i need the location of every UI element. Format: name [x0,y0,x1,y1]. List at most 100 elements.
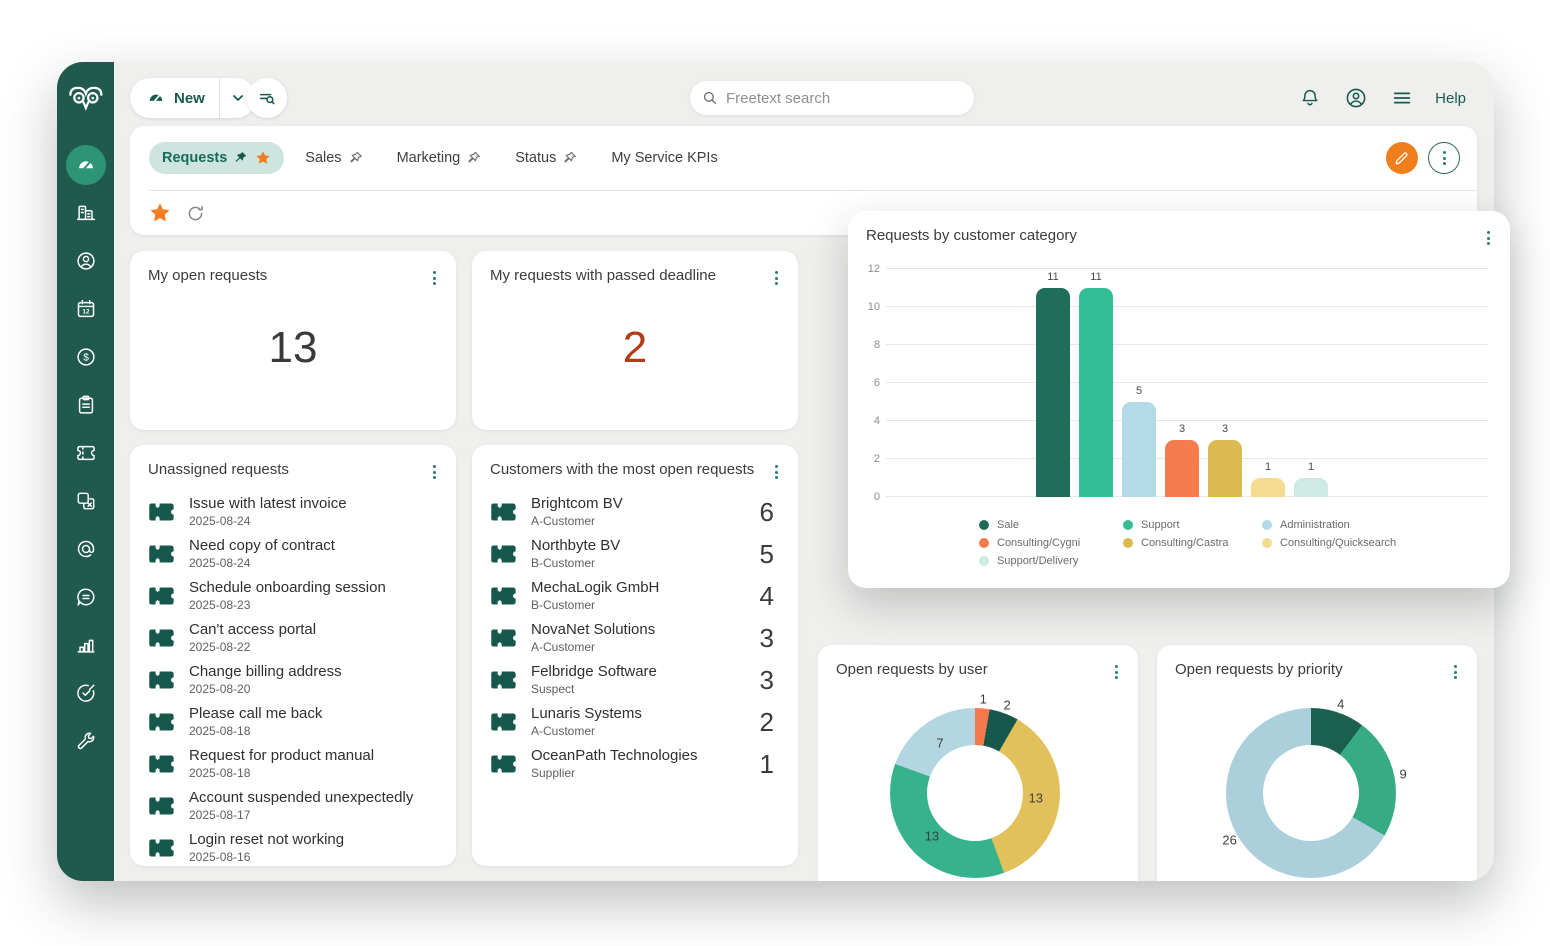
item-title: OceanPath Technologies [531,747,698,765]
gridline [886,420,1488,421]
tab-options-button[interactable] [1428,142,1460,174]
legend-item[interactable]: Support/Delivery [979,555,1123,567]
list-item[interactable]: Change billing address 2025-08-20 [148,659,442,701]
pencil-icon [1395,152,1408,165]
list-item[interactable]: Login reset not working 2025-08-16 [148,827,442,869]
tab-requests[interactable]: Requests [149,142,285,174]
bar-support-delivery[interactable] [1294,478,1328,497]
y-axis-tick-label: 2 [873,453,880,465]
refresh-icon[interactable] [185,203,206,224]
list-item[interactable]: Northbyte BV B-Customer 5 [490,533,784,575]
kebab-menu-icon[interactable] [427,461,442,483]
bar-support[interactable] [1079,288,1113,497]
item-title: Issue with latest invoice [189,495,347,513]
bars-group: 11 11 5 3 3 1 1 [1036,271,1328,497]
tab-status[interactable]: Status [502,142,590,174]
legend-item[interactable]: Consulting/Cygni [979,537,1123,549]
new-button[interactable]: New [130,78,256,118]
list-item[interactable]: Please call me back 2025-08-18 [148,701,442,743]
sidebar-item-statistics[interactable] [64,621,108,669]
list-item[interactable]: Felbridge Software Suspect 3 [490,659,784,701]
kebab-menu-icon[interactable] [1448,661,1463,683]
bar-administration[interactable] [1122,402,1156,497]
legend-label: Consulting/Quicksearch [1280,537,1397,549]
sidebar-item-companies[interactable] [64,189,108,237]
kebab-menu-icon[interactable] [427,267,442,289]
ticket-icon [66,433,106,473]
user-menu-button[interactable] [1333,75,1379,121]
svg-text:$: $ [83,353,89,364]
sidebar-item-products[interactable] [64,477,108,525]
favorite-star-icon[interactable] [149,202,171,224]
edit-dashboard-button[interactable] [1386,142,1418,174]
search-bar[interactable] [690,81,974,115]
new-button-main[interactable]: New [130,78,219,118]
list-item[interactable]: Lunaris Systems A-Customer 2 [490,701,784,743]
new-button-dropdown[interactable] [220,78,256,118]
ticket-icon [491,587,516,605]
legend-item[interactable]: Administration [1262,519,1510,531]
item-title: Login reset not working [189,831,345,849]
list-item[interactable]: Can't access portal 2025-08-22 [148,617,442,659]
list-item[interactable]: Brightcom BV A-Customer 6 [490,491,784,533]
bar-consulting-castra[interactable] [1208,440,1242,497]
bar-column: 5 [1122,385,1156,497]
kebab-menu-icon[interactable] [1481,227,1496,249]
donut-slice-label: 4 [1337,696,1345,712]
list-item[interactable]: Schedule onboarding session 2025-08-23 [148,575,442,617]
item-title: Account suspended unexpectedly [189,789,414,807]
search-input[interactable] [726,89,962,107]
tab-label: Sales [305,150,342,166]
kebab-menu-icon[interactable] [769,461,784,483]
list-item[interactable]: Issue with latest invoice 2025-08-24 [148,491,442,533]
list-item[interactable]: Request for product manual 2025-08-18 [148,743,442,785]
hamburger-menu-icon [1393,92,1411,104]
sidebar-item-calendar[interactable]: 12 [64,285,108,333]
app-window: 12 $ [57,62,1494,881]
list-item[interactable]: Account suspended unexpectedly 2025-08-1… [148,785,442,827]
sidebar-item-email[interactable] [64,525,108,573]
sidebar-item-goals[interactable] [64,669,108,717]
tabs-row: Requests Sales Marketing Status M [130,126,1477,190]
list-item[interactable]: MechaLogik GmbH B-Customer 4 [490,575,784,617]
list-item[interactable]: OceanPath Technologies Supplier 1 [490,743,784,785]
ticket-icon [149,713,174,731]
legend-item[interactable]: Consulting/Castra [1123,537,1262,549]
legend-label: Support/Delivery [997,555,1079,567]
main-menu-button[interactable] [1379,75,1425,121]
sidebar-item-requests[interactable] [64,429,108,477]
kebab-menu-icon[interactable] [769,267,784,289]
tab-my-service-kpis[interactable]: My Service KPIs [598,142,730,174]
card-top-customers: Customers with the most open requests Br… [472,445,798,866]
donut-hole [927,745,1023,841]
list-item[interactable]: Need copy of contract 2025-08-24 [148,533,442,575]
card-my-open-requests: My open requests 13 [130,251,456,430]
item-count: 1 [759,748,774,779]
sidebar-item-settings[interactable] [64,717,108,765]
sidebar-item-deals[interactable]: $ [64,333,108,381]
legend-item[interactable]: Support [1123,519,1262,531]
sidebar-item-contacts[interactable] [64,237,108,285]
item-subtitle: 2025-08-24 [189,513,251,528]
card-title: Open requests by user [836,661,988,678]
bar-consulting-quicksearch[interactable] [1251,478,1285,497]
help-link[interactable]: Help [1435,89,1466,107]
list-item[interactable]: NovaNet Solutions A-Customer 3 [490,617,784,659]
legend-item[interactable]: Consulting/Quicksearch [1262,537,1510,549]
advanced-search-button[interactable] [247,78,287,118]
bar-consulting-cygni[interactable] [1165,440,1199,497]
tab-marketing[interactable]: Marketing [384,142,495,174]
sidebar-item-dashboard[interactable] [64,141,108,189]
item-subtitle: 2025-08-17 [189,807,251,822]
bar-sale[interactable] [1036,288,1070,497]
donut-slice-label: 7 [936,735,944,751]
notifications-button[interactable] [1287,75,1333,121]
kebab-menu-icon[interactable] [1109,661,1124,683]
legend-item[interactable]: Sale [979,519,1123,531]
ticket-icon [149,755,174,773]
at-sign-icon [66,529,106,569]
sidebar-item-tasks[interactable] [64,381,108,429]
ticket-icon [149,629,174,647]
sidebar-item-chat[interactable] [64,573,108,621]
tab-sales[interactable]: Sales [292,142,375,174]
